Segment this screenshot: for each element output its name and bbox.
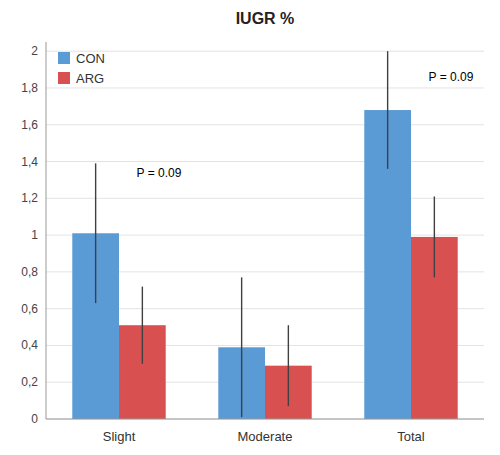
x-axis-line bbox=[46, 419, 484, 420]
y-tick-label: 2 bbox=[31, 44, 38, 58]
legend-swatch bbox=[58, 72, 70, 84]
y-tick-label: 0,4 bbox=[21, 338, 38, 352]
grid-line bbox=[46, 51, 484, 52]
legend-label: ARG bbox=[76, 71, 104, 86]
x-tick-label: Total bbox=[397, 429, 425, 444]
y-tick-label: 1,6 bbox=[21, 118, 38, 132]
grid-line bbox=[46, 161, 484, 162]
x-tick-label: Moderate bbox=[238, 429, 293, 444]
chart: IUGR % 0 0,2 0,4 0,6 0,8 1 1,2 1,4 1,6 1,8 2 Slight M… bbox=[0, 0, 500, 455]
y-tick-label: 0,8 bbox=[21, 265, 38, 279]
y-axis-line bbox=[46, 42, 47, 419]
error-bar bbox=[95, 163, 96, 303]
y-tick-label: 1 bbox=[31, 228, 38, 242]
grid-line bbox=[46, 87, 484, 88]
grid-line bbox=[46, 419, 484, 420]
x-axis: Slight Moderate Total bbox=[46, 419, 484, 444]
title: IUGR % bbox=[236, 10, 295, 27]
error-bar bbox=[241, 277, 242, 417]
legend: CON ARG bbox=[58, 51, 105, 86]
error-bar bbox=[434, 196, 435, 277]
annotation: P = 0.09 bbox=[137, 166, 182, 180]
y-tick-label: 1,2 bbox=[21, 191, 38, 205]
plot-area bbox=[72, 51, 457, 419]
grid-line bbox=[46, 198, 484, 199]
y-tick-label: 1,8 bbox=[21, 81, 38, 95]
legend-label: CON bbox=[76, 51, 105, 66]
error-bar bbox=[288, 325, 289, 406]
grid-line bbox=[46, 124, 484, 125]
error-bar bbox=[387, 51, 388, 169]
annotation: P = 0.09 bbox=[429, 70, 474, 84]
x-tick-label: Slight bbox=[103, 429, 136, 444]
y-tick-label: 0,2 bbox=[21, 375, 38, 389]
y-axis: 0 0,2 0,4 0,6 0,8 1 1,2 1,4 1,6 1,8 2 bbox=[21, 42, 484, 426]
y-tick-label: 0,6 bbox=[21, 302, 38, 316]
legend-swatch bbox=[58, 52, 70, 64]
y-tick-label: 0 bbox=[31, 412, 38, 426]
error-bar bbox=[142, 287, 143, 364]
y-tick-label: 1,4 bbox=[21, 155, 38, 169]
